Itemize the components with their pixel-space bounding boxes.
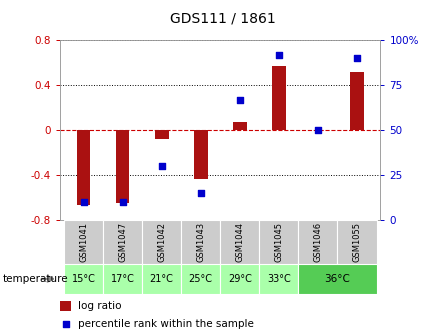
Text: 29°C: 29°C <box>228 274 252 284</box>
Text: GSM1042: GSM1042 <box>157 222 166 262</box>
Bar <box>350 72 364 130</box>
Text: 36°C: 36°C <box>324 274 350 284</box>
Bar <box>233 122 247 130</box>
Bar <box>142 220 181 264</box>
Bar <box>64 264 103 294</box>
Bar <box>337 220 376 264</box>
Text: 21°C: 21°C <box>150 274 174 284</box>
Point <box>158 164 165 169</box>
Bar <box>142 264 181 294</box>
Point <box>80 200 87 205</box>
Bar <box>272 66 286 130</box>
Point <box>62 321 69 326</box>
Text: GSM1043: GSM1043 <box>196 222 205 262</box>
Point <box>197 191 204 196</box>
Bar <box>60 301 71 311</box>
Point <box>236 97 243 102</box>
Text: GSM1044: GSM1044 <box>235 222 244 262</box>
Text: GSM1046: GSM1046 <box>313 222 323 262</box>
Bar <box>64 220 103 264</box>
Text: 33°C: 33°C <box>267 274 291 284</box>
Text: GSM1045: GSM1045 <box>275 222 283 262</box>
Bar <box>181 220 220 264</box>
Text: 17°C: 17°C <box>111 274 134 284</box>
Text: percentile rank within the sample: percentile rank within the sample <box>78 319 254 329</box>
Bar <box>116 130 129 203</box>
Bar <box>220 264 259 294</box>
Bar <box>77 130 90 206</box>
Bar <box>194 130 207 178</box>
Bar <box>259 264 299 294</box>
Bar <box>155 130 169 139</box>
Point <box>315 128 322 133</box>
Text: GDS111 / 1861: GDS111 / 1861 <box>170 12 275 26</box>
Text: GSM1041: GSM1041 <box>79 222 88 262</box>
Bar <box>299 220 337 264</box>
Point <box>353 56 360 61</box>
Bar <box>259 220 299 264</box>
Text: 25°C: 25°C <box>189 274 213 284</box>
Point <box>275 52 283 57</box>
Bar <box>299 264 376 294</box>
Text: temperature: temperature <box>2 274 68 284</box>
Text: GSM1047: GSM1047 <box>118 222 127 262</box>
Bar <box>220 220 259 264</box>
Text: GSM1055: GSM1055 <box>352 222 361 262</box>
Point <box>119 200 126 205</box>
Text: 15°C: 15°C <box>72 274 96 284</box>
Text: log ratio: log ratio <box>78 301 121 311</box>
Bar <box>103 220 142 264</box>
Bar <box>181 264 220 294</box>
Bar <box>103 264 142 294</box>
